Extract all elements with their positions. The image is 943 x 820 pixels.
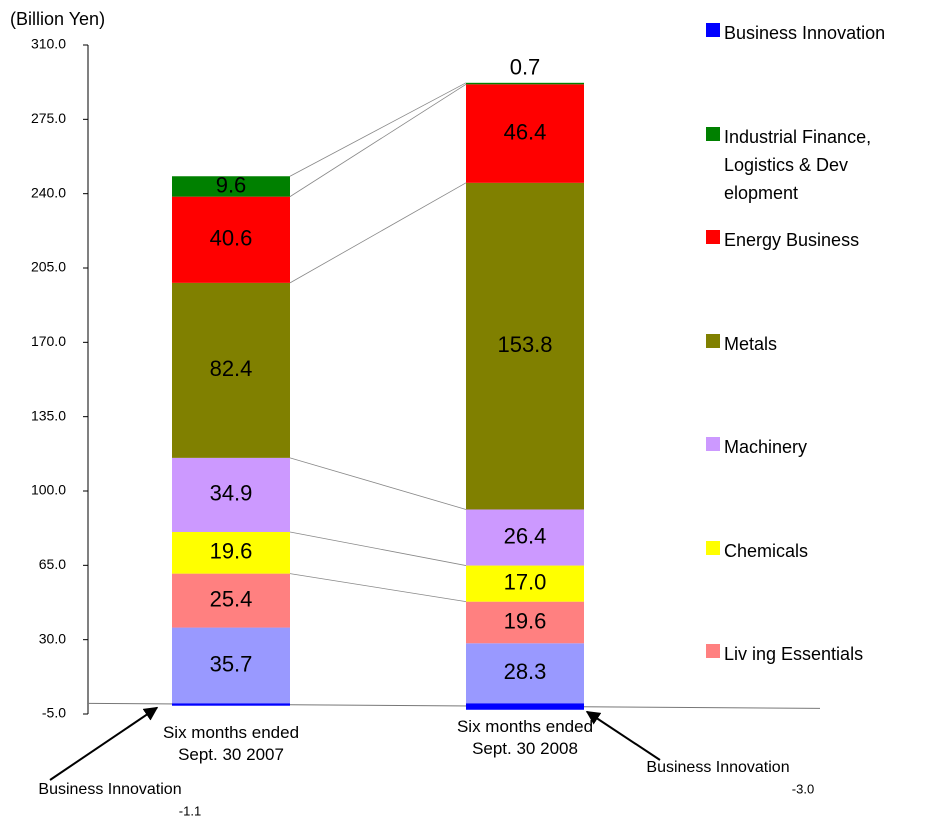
legend-swatch xyxy=(706,23,720,37)
legend-label: Machinery xyxy=(724,437,808,457)
annotation-label: Business Innovation xyxy=(38,781,181,798)
bar-segment xyxy=(466,643,584,704)
bar-segment xyxy=(172,703,290,706)
value-label: 25.4 xyxy=(210,586,253,611)
annotation-arrow xyxy=(585,710,661,761)
value-label: -1.1 xyxy=(179,803,201,818)
bar-segment xyxy=(466,82,584,85)
y-axis-label: (Billion Yen) xyxy=(10,9,105,29)
y-tick-label: 310.0 xyxy=(31,36,66,52)
y-tick-label: 170.0 xyxy=(31,333,66,349)
value-label: 35.7 xyxy=(210,651,253,676)
bar-segment xyxy=(466,565,584,602)
bar-segment xyxy=(172,457,290,532)
bar-segment xyxy=(172,573,290,628)
value-label: 28.3 xyxy=(504,659,547,684)
value-label: 9.6 xyxy=(216,172,247,197)
value-label: 26.4 xyxy=(504,523,547,548)
value-label: 17.0 xyxy=(504,569,547,594)
legend-swatch xyxy=(706,437,720,451)
value-label: 0.7 xyxy=(510,55,541,80)
bar-segment xyxy=(466,509,584,566)
legend-label: Business Innovation xyxy=(724,23,886,43)
legend-swatch xyxy=(706,127,720,141)
legend-swatch xyxy=(706,230,720,244)
bar-segment xyxy=(172,282,290,458)
bar-segment xyxy=(466,84,584,183)
y-tick-label: 135.0 xyxy=(31,407,66,423)
y-tick-label: 65.0 xyxy=(39,556,66,572)
value-label: 19.6 xyxy=(504,608,547,633)
connector xyxy=(289,182,467,284)
x-tick-label: Six months ended Sept. 30 2007 xyxy=(162,723,300,764)
connector xyxy=(289,531,467,566)
legend-label: Chemicals xyxy=(724,541,809,561)
value-label: 40.6 xyxy=(210,226,253,251)
y-tick-label: 100.0 xyxy=(31,482,66,498)
value-label: 153.8 xyxy=(497,332,552,357)
bar-segment xyxy=(172,196,290,283)
y-tick-label: -5.0 xyxy=(42,705,66,721)
legend-label: Energy Business xyxy=(724,230,860,250)
y-tick-label: 205.0 xyxy=(31,259,66,275)
bar-segment xyxy=(466,703,584,710)
y-tick-label: 240.0 xyxy=(31,184,66,200)
connector xyxy=(289,83,467,197)
value-label: 82.4 xyxy=(210,356,253,381)
connector xyxy=(289,573,467,603)
legend-label: Metals xyxy=(724,334,778,354)
bar-segment xyxy=(466,182,584,510)
x-tick-label: Six months ended Sept. 30 2008 xyxy=(456,717,594,758)
legend-label: Liv ing Essentials xyxy=(724,644,864,664)
legend-swatch xyxy=(706,334,720,348)
connector xyxy=(289,82,467,177)
value-label: 46.4 xyxy=(504,119,547,144)
legend-swatch xyxy=(706,541,720,555)
value-label: 19.6 xyxy=(210,539,253,564)
y-tick-label: 275.0 xyxy=(31,110,66,126)
value-label: -3.0 xyxy=(792,781,814,796)
bar-segment xyxy=(172,627,290,704)
legend-swatch xyxy=(706,644,720,658)
y-tick-label: 30.0 xyxy=(39,630,66,646)
bar-segment xyxy=(172,176,290,197)
annotation-label: Business Innovation xyxy=(646,759,789,776)
legend-label: Industrial Finance, Logistics & Dev elop… xyxy=(724,127,872,203)
bar-segment xyxy=(172,531,290,574)
connector xyxy=(289,457,467,510)
bar-segment xyxy=(466,601,584,644)
annotation-arrow xyxy=(49,706,159,781)
value-label: 34.9 xyxy=(210,481,253,506)
